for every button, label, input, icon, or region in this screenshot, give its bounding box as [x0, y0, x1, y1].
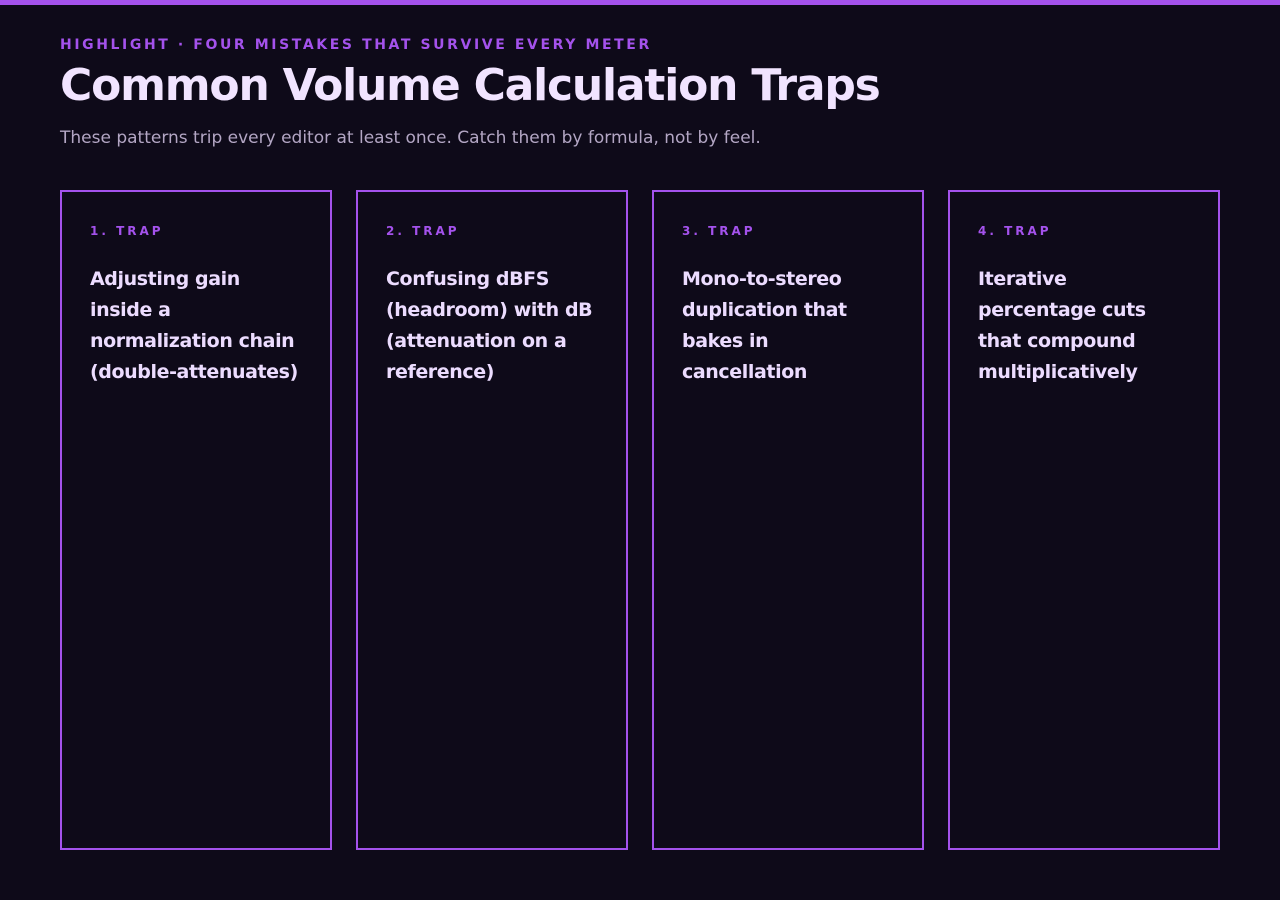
eyebrow: HIGHLIGHT · FOUR MISTAKES THAT SURVIVE E…	[60, 37, 652, 53]
trap-card: 4. TRAP Iterative percentage cuts that co…	[948, 190, 1220, 850]
card-label: 4. TRAP	[978, 224, 1052, 238]
title: Common Volume Calculation Traps	[60, 60, 881, 111]
card-row: 1. TRAP Adjusting gain inside a normaliza…	[60, 190, 1220, 850]
trap-card: 3. TRAP Mono-to-stereo duplication that b…	[652, 190, 924, 850]
card-text: Adjusting gain inside a normalization ch…	[90, 268, 298, 383]
subtitle: These patterns trip every editor at leas…	[60, 128, 761, 148]
top-bar	[0, 0, 1280, 5]
card-text: Confusing dBFS (headroom) with dB (atten…	[386, 268, 593, 383]
card-label: 2. TRAP	[386, 224, 460, 238]
card-text: Mono-to-stereo duplication that bakes in…	[682, 268, 847, 383]
card-label: 1. TRAP	[90, 224, 164, 238]
trap-card: 2. TRAP Confusing dBFS (headroom) with dB…	[356, 190, 628, 850]
card-label: 3. TRAP	[682, 224, 756, 238]
trap-card: 1. TRAP Adjusting gain inside a normaliza…	[60, 190, 332, 850]
card-text: Iterative percentage cuts that compound …	[978, 268, 1146, 383]
